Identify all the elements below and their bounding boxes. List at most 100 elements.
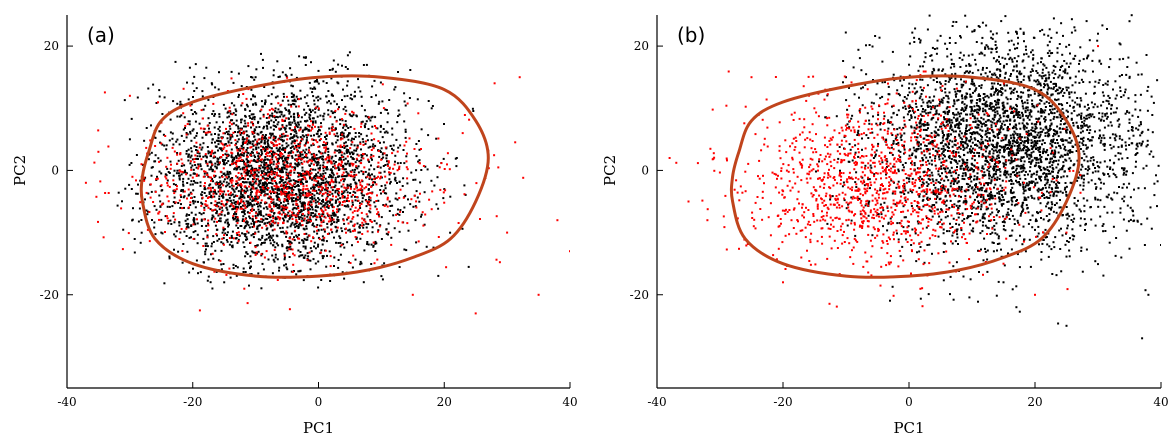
scatter-point	[243, 152, 245, 155]
scatter-point	[339, 118, 341, 121]
scatter-point	[301, 130, 304, 133]
scatter-point	[406, 102, 409, 105]
scatter-point	[257, 155, 260, 158]
panel-label: (a)	[87, 23, 115, 47]
scatter-point	[981, 165, 984, 168]
scatter-point	[308, 116, 311, 119]
scatter-point	[229, 134, 232, 137]
scatter-point	[310, 129, 312, 132]
scatter-point	[176, 185, 178, 188]
scatter-point	[332, 173, 335, 176]
scatter-point	[248, 185, 251, 188]
scatter-point	[293, 166, 296, 169]
scatter-point	[342, 243, 345, 246]
scatter-point	[184, 171, 187, 174]
scatter-point	[116, 204, 119, 207]
scatter-point	[179, 152, 182, 154]
scatter-point	[274, 187, 277, 190]
scatter-point	[226, 177, 229, 180]
scatter-point	[1040, 251, 1043, 253]
scatter-point	[195, 87, 198, 90]
scatter-point	[252, 174, 255, 177]
scatter-point	[422, 165, 425, 167]
scatter-point	[313, 197, 316, 200]
scatter-point	[261, 186, 264, 188]
scatter-point	[931, 178, 934, 181]
scatter-point	[214, 191, 217, 194]
scatter-point	[440, 162, 443, 165]
scatter-point	[308, 149, 310, 152]
scatter-point	[312, 139, 315, 141]
scatter-point	[338, 106, 340, 109]
scatter-point	[410, 171, 413, 174]
scatter-point	[328, 232, 331, 235]
scatter-point	[384, 175, 387, 178]
scatter-point	[308, 174, 311, 177]
scatter-point	[343, 277, 346, 280]
scatter-point	[360, 104, 363, 107]
scatter-point	[236, 131, 239, 134]
scatter-point	[1051, 149, 1054, 152]
scatter-point	[217, 140, 220, 143]
scatter-point	[415, 190, 418, 193]
scatter-point	[269, 126, 272, 129]
scatter-point	[327, 147, 330, 150]
scatter-point	[197, 150, 200, 153]
scatter-point	[301, 153, 304, 156]
scatter-point	[319, 191, 322, 194]
scatter-point	[264, 156, 267, 158]
scatter-point	[291, 85, 294, 88]
scatter-point	[342, 144, 345, 147]
scatter-point	[217, 149, 219, 152]
scatter-point	[232, 81, 235, 84]
scatter-point	[166, 217, 169, 220]
scatter-point	[854, 144, 857, 147]
scatter-point	[167, 171, 170, 173]
scatter-point	[1027, 196, 1030, 199]
scatter-point	[373, 168, 376, 171]
scatter-point	[372, 143, 375, 146]
scatter-point	[146, 213, 149, 216]
scatter-point	[225, 127, 227, 130]
scatter-point	[328, 181, 331, 184]
scatter-point	[297, 105, 300, 108]
scatter-point	[442, 191, 445, 194]
scatter-point	[250, 210, 253, 212]
scatter-point	[1128, 111, 1131, 114]
scatter-point	[1109, 166, 1112, 169]
scatter-point	[321, 205, 324, 208]
scatter-point	[211, 252, 214, 255]
scatter-point	[139, 201, 142, 204]
scatter-point	[506, 231, 509, 234]
scatter-point	[291, 156, 294, 159]
scatter-point	[384, 164, 387, 166]
scatter-point	[334, 178, 337, 181]
scatter-point	[272, 136, 275, 139]
scatter-point	[307, 213, 310, 216]
scatter-point	[1032, 180, 1035, 183]
scatter-point	[223, 234, 226, 237]
scatter-point	[1055, 194, 1058, 197]
scatter-point	[418, 159, 421, 162]
scatter-point	[345, 148, 348, 151]
scatter-point	[313, 155, 316, 158]
scatter-point	[416, 196, 419, 199]
scatter-point	[335, 167, 338, 170]
scatter-point	[210, 253, 212, 256]
scatter-point	[180, 165, 183, 167]
scatter-point	[984, 150, 987, 153]
scatter-point	[285, 208, 288, 211]
scatter-point	[341, 230, 344, 233]
scatter-point	[316, 105, 319, 108]
scatter-point	[254, 246, 257, 249]
scatter-point	[1066, 217, 1069, 220]
scatter-point	[265, 250, 268, 253]
scatter-point	[270, 200, 273, 203]
scatter-point	[212, 215, 215, 218]
scatter-point	[202, 127, 205, 130]
scatter-point	[223, 143, 226, 146]
scatter-point	[167, 220, 170, 222]
scatter-point	[367, 158, 370, 161]
scatter-point	[197, 165, 200, 168]
scatter-point	[1135, 127, 1138, 130]
